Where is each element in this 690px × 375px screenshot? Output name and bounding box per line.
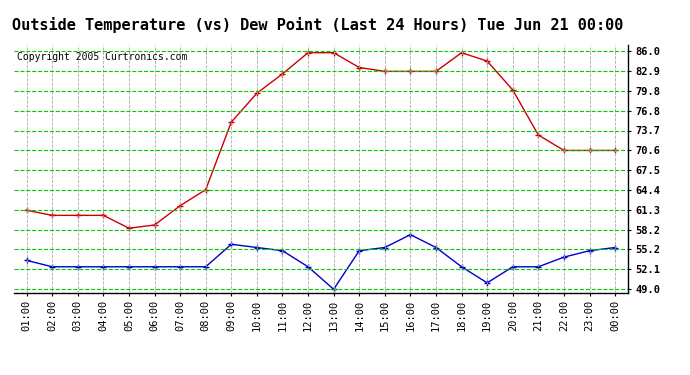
Text: Outside Temperature (vs) Dew Point (Last 24 Hours) Tue Jun 21 00:00: Outside Temperature (vs) Dew Point (Last… — [12, 17, 623, 33]
Text: Copyright 2005 Curtronics.com: Copyright 2005 Curtronics.com — [17, 53, 187, 62]
